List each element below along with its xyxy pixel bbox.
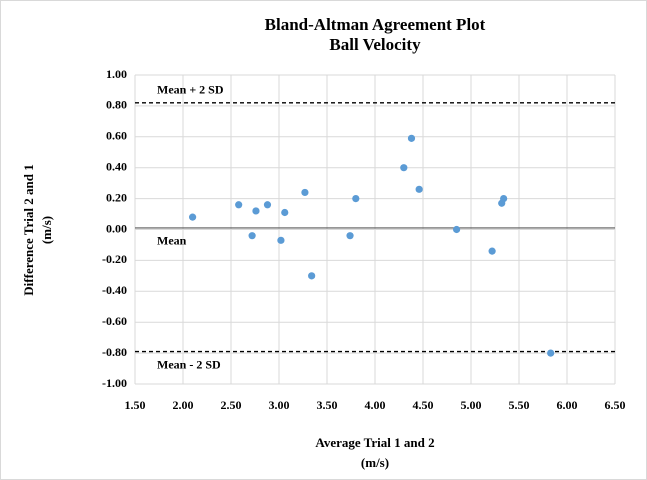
point [415,185,423,193]
reference-label: Mean + 2 SD [157,83,224,97]
point [252,207,260,215]
x-tick-label: 6.50 [605,398,626,412]
chart-subtitle: Ball Velocity [329,35,421,54]
point [248,232,256,240]
y-tick-label: 0.40 [106,159,127,173]
point [277,236,285,244]
point [263,201,272,209]
point [500,195,508,203]
x-tick-label: 1.50 [125,398,146,412]
y-axis-title: Difference Trial 2 and 1 [21,164,36,295]
point [235,201,243,209]
x-tick-label: 2.50 [221,398,242,412]
point [189,213,197,221]
y-tick-label: -0.40 [102,283,127,297]
y-tick-label: -0.60 [102,314,127,328]
x-tick-label: 4.50 [413,398,434,412]
y-axis-title: (m/s) [39,216,54,244]
y-tick-label: 0.60 [106,129,127,143]
y-tick-label: 0.20 [106,190,127,204]
x-tick-label: 3.50 [317,398,338,412]
point [346,232,354,240]
y-tick-label: -0.20 [102,252,127,266]
y-tick-label: -1.00 [102,376,127,390]
x-tick-label: 4.00 [365,398,386,412]
x-axis-title: (m/s) [361,455,389,470]
x-axis-title: Average Trial 1 and 2 [315,435,434,450]
y-tick-label: -0.80 [102,345,127,359]
chart-title: Bland-Altman Agreement Plot [265,15,486,34]
point [352,195,360,203]
point [407,134,416,142]
x-tick-label: 2.00 [173,398,194,412]
y-tick-label: 0.80 [106,98,127,112]
x-tick-label: 5.50 [509,398,530,412]
y-tick-label: 1.00 [106,67,127,81]
point [281,208,289,217]
x-tick-label: 6.00 [557,398,578,412]
point [400,164,408,172]
point [488,247,496,255]
point [301,188,309,197]
reference-label: Mean [157,234,187,248]
x-tick-label: 3.00 [269,398,290,412]
point [308,272,316,280]
y-tick-label: 0.00 [106,221,127,235]
point [547,349,555,357]
x-tick-label: 5.00 [461,398,482,412]
point [453,225,461,234]
reference-label: Mean - 2 SD [157,357,221,371]
